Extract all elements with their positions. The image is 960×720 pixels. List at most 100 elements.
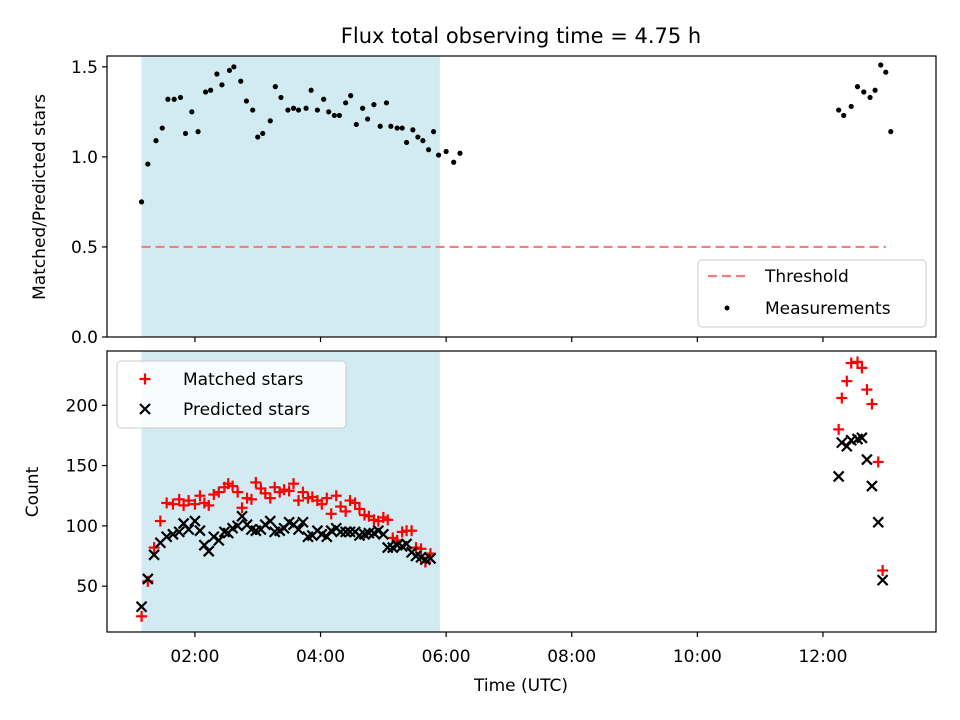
predicted-star-point bbox=[142, 573, 154, 585]
matched-star-point bbox=[154, 515, 166, 527]
predicted-star-point bbox=[400, 538, 413, 550]
matched-star-point bbox=[841, 375, 853, 387]
predicted-star-point bbox=[344, 526, 356, 538]
x-tick-label: 08:00 bbox=[547, 647, 596, 667]
top-y-axis-label: Matched/Predicted stars bbox=[30, 94, 50, 300]
matched-star-point bbox=[208, 489, 220, 501]
bottom-y-ticks: 50 100 150 200 bbox=[66, 396, 107, 597]
bottom-legend: Matched stars Predicted stars bbox=[116, 360, 347, 429]
measurement-point bbox=[238, 78, 244, 84]
predicted-star-point bbox=[167, 528, 179, 541]
predicted-star-point bbox=[264, 515, 277, 527]
matched-star-point bbox=[213, 486, 225, 498]
measurement-point bbox=[290, 105, 297, 111]
measurement-point bbox=[182, 130, 189, 137]
predicted-star-point bbox=[173, 526, 186, 538]
measurement-point bbox=[165, 96, 171, 102]
predicted-star-point bbox=[832, 470, 845, 483]
matched-star-point bbox=[269, 481, 281, 493]
measurement-point bbox=[326, 109, 332, 115]
legend-measurements-swatch bbox=[724, 305, 730, 311]
matched-star-point bbox=[288, 478, 300, 490]
measurement-point bbox=[377, 123, 383, 129]
top-x-ticks bbox=[194, 337, 824, 342]
measurement-point bbox=[303, 105, 309, 111]
y-tick-label: 1.0 bbox=[71, 148, 98, 168]
x-tick-label: 06:00 bbox=[422, 647, 471, 667]
predicted-star-point bbox=[841, 440, 853, 453]
matched-star-point bbox=[836, 392, 848, 404]
legend-threshold-label: Threshold bbox=[764, 267, 849, 287]
matched-star-point bbox=[245, 493, 257, 505]
measurement-point bbox=[214, 71, 220, 77]
measurement-point bbox=[343, 100, 349, 106]
matched-star-point bbox=[259, 487, 271, 499]
measurement-point bbox=[189, 109, 195, 115]
matched-star-point bbox=[161, 497, 173, 509]
measurement-point bbox=[383, 100, 390, 106]
matched-star-point bbox=[856, 362, 868, 374]
measurement-point bbox=[260, 130, 266, 137]
measurement-point bbox=[208, 87, 214, 93]
matched-star-point bbox=[136, 610, 148, 622]
predicted-star-point bbox=[218, 526, 231, 538]
measurement-point bbox=[867, 94, 873, 101]
predicted-star-point bbox=[182, 523, 195, 536]
bottom-x-ticks: 02:00 04:00 06:00 08:00 10:00 12:00 bbox=[170, 632, 847, 667]
measurement-point bbox=[878, 62, 884, 68]
measurement-point bbox=[159, 125, 165, 131]
measurement-point bbox=[883, 69, 889, 75]
matched-star-point bbox=[236, 502, 248, 514]
predicted-star-point bbox=[339, 526, 352, 538]
measurement-point bbox=[138, 199, 145, 205]
measurement-point bbox=[451, 159, 457, 165]
predicted-star-point bbox=[236, 510, 248, 523]
measurement-point bbox=[348, 93, 354, 99]
y-tick-label: 0.5 bbox=[71, 238, 98, 258]
measurement-point bbox=[394, 125, 400, 131]
top-y-ticks: 0.0 0.5 1.0 1.5 bbox=[71, 58, 107, 348]
matched-star-point bbox=[325, 508, 337, 520]
measurement-point bbox=[872, 87, 878, 93]
measurement-point bbox=[415, 134, 421, 140]
predicted-star-point bbox=[424, 552, 437, 565]
predicted-star-point bbox=[297, 516, 309, 529]
predicted-stars-points bbox=[135, 432, 889, 613]
matched-star-point bbox=[335, 501, 347, 513]
matched-star-point bbox=[167, 498, 179, 510]
measurement-point bbox=[219, 82, 225, 88]
y-tick-label: 100 bbox=[66, 517, 98, 537]
measurement-point bbox=[365, 116, 371, 122]
measurement-point bbox=[295, 107, 302, 113]
measurement-point bbox=[278, 94, 284, 101]
predicted-star-point bbox=[231, 520, 244, 532]
matched-star-point bbox=[340, 505, 352, 517]
y-tick-label: 1.5 bbox=[71, 58, 98, 78]
measurement-point bbox=[888, 129, 894, 135]
matched-star-point bbox=[353, 503, 365, 515]
measurement-point bbox=[861, 89, 867, 95]
predicted-star-point bbox=[321, 530, 333, 543]
chart-title: Flux total observing time = 4.75 h bbox=[341, 24, 701, 48]
matched-star-point bbox=[278, 484, 290, 496]
predicted-star-point bbox=[135, 600, 148, 613]
predicted-star-point bbox=[292, 523, 305, 536]
x-axis-label: Time (UTC) bbox=[473, 676, 568, 696]
bottom-panel: 50 100 150 200 02:00 04:00 06:00 08:00 10:00 12:… bbox=[23, 350, 937, 696]
measurement-point bbox=[420, 138, 426, 144]
bottom-legend-box bbox=[116, 360, 347, 429]
predicted-star-point bbox=[876, 574, 889, 586]
matched-stars-points bbox=[136, 356, 889, 622]
measurement-point bbox=[425, 147, 432, 153]
measurement-point bbox=[226, 67, 233, 74]
predicted-star-point bbox=[377, 528, 390, 541]
predicted-star-point bbox=[866, 480, 878, 492]
x-tick-label: 12:00 bbox=[798, 647, 847, 667]
x-tick-label: 02:00 bbox=[170, 647, 219, 667]
measurement-point bbox=[250, 107, 256, 113]
matched-star-point bbox=[283, 485, 295, 497]
predicted-star-point bbox=[381, 541, 394, 554]
matched-star-point bbox=[321, 492, 333, 504]
legend-matched-swatch bbox=[139, 373, 151, 385]
measurement-point bbox=[153, 138, 159, 144]
